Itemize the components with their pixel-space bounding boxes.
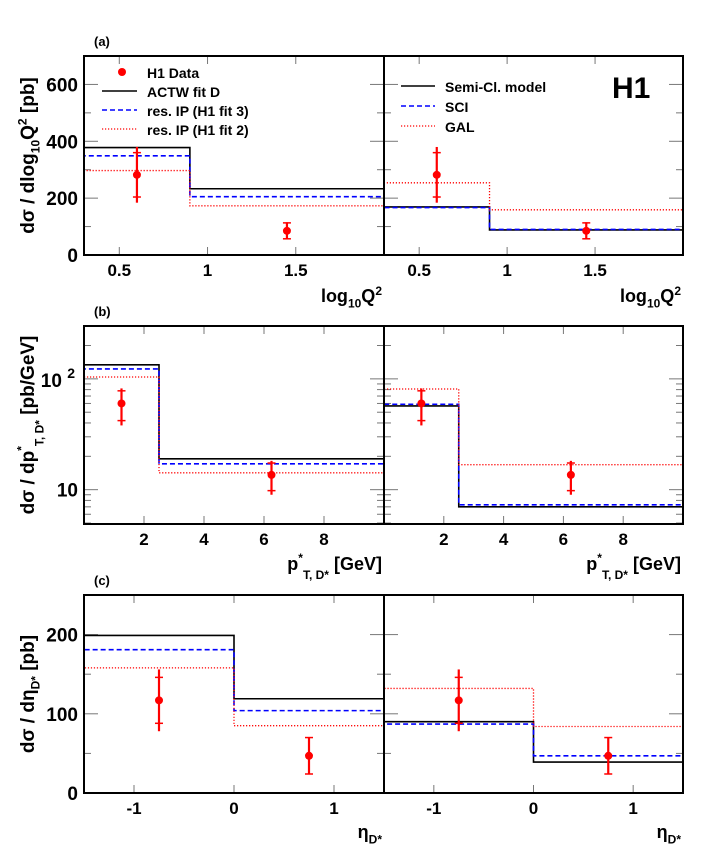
legend-label-gal: GAL <box>445 119 475 135</box>
data-point <box>566 470 575 479</box>
y-axis-label: dσ / dηD* [pb] <box>18 635 43 753</box>
y-tick-label: 400 <box>46 132 78 153</box>
y-tick-label: 10 <box>57 481 78 502</box>
data-point <box>132 170 141 179</box>
model-dotted-gal <box>383 182 684 255</box>
subplot-b-left: 2 4 6 8 p*T, D* [GeV] <box>83 325 385 582</box>
y-axis-label: dσ / dlog10Q2 [pb] <box>15 77 42 234</box>
model-dotted-gal <box>383 388 684 524</box>
legend-label-sci: SCI <box>445 99 468 115</box>
y-tick-label: 0 <box>67 246 78 267</box>
subplot-a-left: 0.5 1 1.5 log10Q2 <box>83 55 385 311</box>
x-tick-label: 1 <box>329 799 338 818</box>
panel-label: (c) <box>94 573 110 588</box>
legend-label-actw: ACTW fit D <box>147 84 220 100</box>
x-tick-label: -1 <box>426 799 441 818</box>
model-dotted-res-ip-h1-fit-2- <box>83 667 385 793</box>
x-axis-label: ηD* <box>657 822 682 846</box>
x-tick-label: 0.5 <box>107 261 131 280</box>
panel-a: 0.5 1 1.5 log10Q2 0.5 1 1.5 log10Q2 0 200 400 600 (a… <box>15 34 684 311</box>
x-tick-label: 2 <box>439 530 448 549</box>
legend-marker-data <box>118 68 126 76</box>
subplot-b-right: 2 4 6 8 p*T, D* [GeV] <box>383 325 684 582</box>
legend-label-semicl: Semi-Cl. model <box>445 79 546 95</box>
y-tick-label: 200 <box>46 189 78 210</box>
y-tick-label: 100 <box>46 705 78 726</box>
x-tick-label: 8 <box>618 530 627 549</box>
legend-right: Semi-Cl. model SCI GAL <box>401 79 546 135</box>
data-point <box>582 226 591 235</box>
x-axis-label: ηD* <box>358 822 383 846</box>
y-axis-label: dσ / dp*T, D* [pb/GeV] <box>14 336 46 515</box>
model-dashed-res-ip-h1-fit-3- <box>83 368 385 524</box>
x-tick-label: 0 <box>529 799 538 818</box>
y-tick-label: 0 <box>67 784 78 805</box>
x-tick-label: 1 <box>502 261 511 280</box>
x-tick-label: 1.5 <box>583 261 607 280</box>
x-tick-label: 1.5 <box>284 261 308 280</box>
subplot-c-left: -1 0 1 ηD* <box>83 594 385 846</box>
y-tick-label: 10 2 <box>41 365 75 392</box>
x-tick-label: 0 <box>229 799 238 818</box>
y-tick-label: 600 <box>46 75 78 96</box>
model-solid-actw-fit-d <box>83 363 385 524</box>
data-point <box>454 696 463 705</box>
x-tick-label: 2 <box>139 530 148 549</box>
legend-left: H1 Data ACTW fit D res. IP (H1 fit 3) res. … <box>102 65 249 138</box>
x-axis-label: log10Q2 <box>620 284 681 311</box>
x-tick-label: -1 <box>126 799 141 818</box>
x-tick-label: 0.5 <box>407 261 431 280</box>
model-solid-semi-cl-model <box>383 206 684 255</box>
model-dashed-sci <box>383 206 684 255</box>
panel-label: (b) <box>94 304 111 319</box>
panel-c: -1 0 1 ηD* -1 0 1 ηD* 0 100 200 (c) dσ / dηD* [pb] <box>18 573 684 846</box>
h1-logo: H1 <box>612 72 650 105</box>
x-tick-label: 8 <box>319 530 328 549</box>
data-point <box>267 470 276 479</box>
legend-label-data: H1 Data <box>147 65 199 81</box>
model-dashed-res-ip-h1-fit-3- <box>83 648 385 793</box>
panel-label: (a) <box>94 34 110 49</box>
data-point <box>417 399 426 408</box>
x-tick-label: 6 <box>559 530 568 549</box>
legend-label-resip3: res. IP (H1 fit 3) <box>147 103 249 119</box>
x-tick-label: 1 <box>203 261 212 280</box>
x-tick-label: 4 <box>499 530 509 549</box>
x-axis-label: p*T, D* [GeV] <box>287 551 382 582</box>
data-point <box>155 696 163 705</box>
data-point <box>117 399 126 408</box>
panel-b: 2 4 6 8 p*T, D* [GeV] 2 4 6 8 p*T, D* [GeV] 10 10 2… <box>14 304 684 582</box>
y-tick-label: 200 <box>46 626 78 647</box>
model-solid-actw-fit-d <box>83 146 385 255</box>
model-dotted-res-ip-h1-fit-2- <box>83 169 385 255</box>
data-point <box>432 170 441 179</box>
legend-label-resip2: res. IP (H1 fit 2) <box>147 122 249 138</box>
data-point <box>282 226 291 235</box>
x-axis-label: log10Q2 <box>321 284 382 311</box>
data-point <box>604 751 613 760</box>
x-tick-label: 6 <box>259 530 268 549</box>
model-dotted-res-ip-h1-fit-2- <box>83 376 385 524</box>
data-point <box>305 751 313 760</box>
x-tick-label: 1 <box>628 799 637 818</box>
x-axis-label: p*T, D* [GeV] <box>586 551 681 582</box>
x-tick-label: 4 <box>199 530 209 549</box>
subplot-c-right: -1 0 1 ηD* <box>383 594 684 846</box>
